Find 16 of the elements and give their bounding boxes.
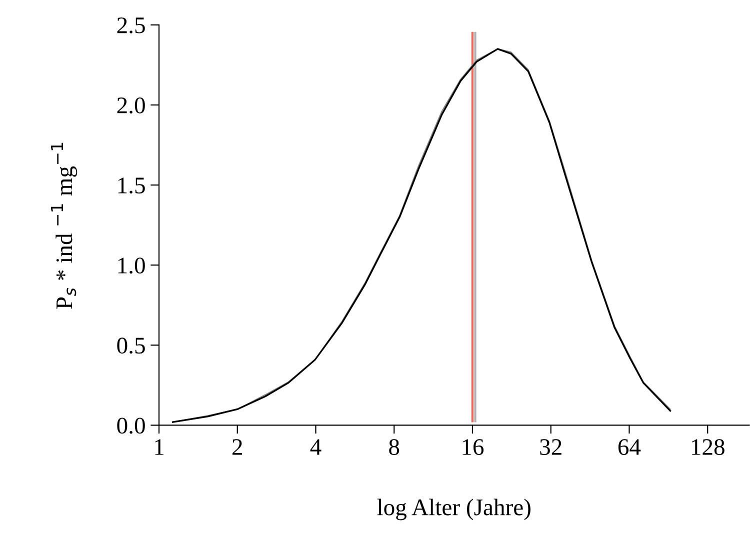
y-tick-label: 0.0 [117,418,145,434]
x-tick-label: 32 [540,439,562,456]
y-tick-label: 1.0 [118,258,145,274]
y-tick-label: 2.5 [117,17,145,34]
y-axis-title: P$_{s}$ * ind $^{−1}$ mg$^{−1}$ [50,142,78,309]
x-tick-label: 8 [389,439,400,456]
x-tick-label: 2 [232,439,242,455]
y-tick-label: 1.5 [118,178,145,194]
x-tick-label: 1 [155,439,164,455]
x-axis-title: log Alter (Jahre) [377,498,530,520]
x-tick-label: 16 [462,439,484,456]
x-tick-label: 128 [692,439,724,456]
y-tick-label: 0.5 [117,338,145,354]
x-tick-label: 64 [618,439,641,456]
y-tick-label: 2.0 [117,97,145,114]
x-tick-label: 4 [310,439,322,455]
